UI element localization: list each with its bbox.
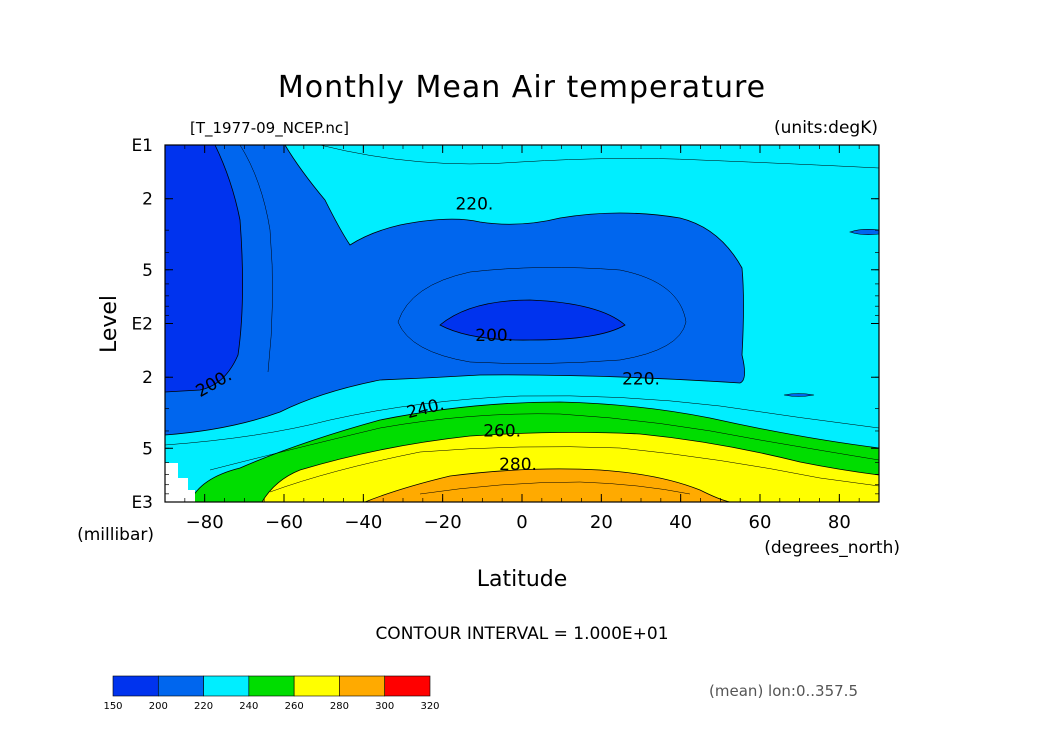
colorbar-segment — [248, 675, 295, 697]
x-units-label: (degrees_north) — [764, 538, 900, 558]
colorbar-label: 300 — [375, 701, 394, 712]
colorbar-segment — [339, 675, 386, 697]
colorbar-label: 320 — [420, 701, 439, 712]
colorbar-labels: 150 200 220 240 260 280 300 320 — [103, 701, 439, 712]
contour-label: 220. — [455, 195, 493, 215]
units-label: (units:degK) — [774, 118, 878, 138]
band-280-300 — [364, 468, 731, 502]
colorbar-label: 260 — [285, 701, 304, 712]
small-blob-lower-right — [783, 393, 815, 397]
contour-interval-text: CONTOUR INTERVAL = 1.000E+01 — [375, 624, 668, 644]
small-blob-upper-right — [849, 229, 879, 235]
colorbar-label: 150 — [103, 701, 122, 712]
y-tick-label: 2 — [142, 368, 153, 388]
x-tick-label: 60 — [749, 512, 772, 533]
y-tick-marks — [165, 144, 879, 503]
colorbar-segment — [112, 675, 159, 697]
x-tick-label: 80 — [828, 512, 851, 533]
y-tick-label: 5 — [142, 439, 153, 459]
colorbar-label: 240 — [239, 701, 258, 712]
x-tick-label: −40 — [344, 512, 382, 533]
y-tick-label: 5 — [142, 261, 153, 281]
colorbar-segment — [203, 675, 250, 697]
missing-data-area — [165, 463, 195, 502]
contour-fill-layer — [165, 145, 879, 502]
colorbar-label: 220 — [194, 701, 213, 712]
file-label: [T_1977-09_NCEP.nc] — [190, 119, 349, 138]
x-tick-label: −80 — [186, 512, 224, 533]
colorbar-segment — [384, 675, 431, 697]
contour-label: 220. — [622, 370, 660, 390]
band-below-200-equatorial — [439, 299, 626, 341]
contour-label: 280. — [499, 455, 537, 475]
y-tick-label: E1 — [131, 136, 153, 156]
band-below-200-polar — [165, 145, 243, 393]
colorbar-segment — [157, 675, 204, 697]
colorbar-label: 280 — [330, 701, 349, 712]
contour-label: 260. — [483, 422, 521, 442]
x-tick-label: −60 — [265, 512, 303, 533]
y-units-label: (millibar) — [77, 525, 154, 545]
contour-labels: 220.200.220.200.240.260.280. — [193, 195, 660, 475]
x-tick-marks — [164, 145, 880, 502]
y-tick-labels: E1 2 5 E2 2 5 E3 — [131, 136, 153, 513]
footer-note: (mean) lon:0..357.5 — [709, 682, 858, 700]
y-tick-label: E2 — [131, 315, 153, 335]
x-tick-label: 0 — [516, 512, 527, 533]
x-tick-label: 20 — [590, 512, 613, 533]
colorbar-segment — [293, 675, 340, 697]
x-axis-title: Latitude — [477, 567, 568, 592]
plot-area: 220.200.220.200.240.260.280. — [164, 144, 880, 503]
band-200-220 — [165, 145, 745, 436]
contour-label: 200. — [475, 326, 513, 346]
thin-contour-lines — [165, 145, 879, 495]
x-tick-label: −20 — [424, 512, 462, 533]
colorbar-label: 200 — [149, 701, 168, 712]
y-axis-title: Level — [97, 295, 122, 353]
colorbar — [112, 675, 431, 697]
y-tick-label: 2 — [142, 190, 153, 210]
x-tick-label: 40 — [669, 512, 692, 533]
chart-title: Monthly Mean Air temperature — [278, 70, 766, 105]
x-tick-labels: −80 −60 −40 −20 0 20 40 60 80 — [186, 512, 851, 533]
y-tick-label: E3 — [131, 493, 153, 513]
